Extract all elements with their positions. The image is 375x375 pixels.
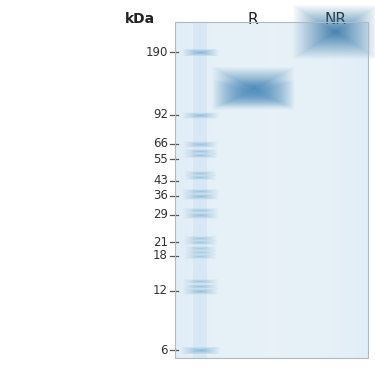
Text: 55: 55 — [153, 153, 168, 166]
Bar — [175, 22, 368, 358]
Text: 190: 190 — [146, 46, 168, 59]
Text: 12: 12 — [153, 284, 168, 297]
Text: 29: 29 — [153, 208, 168, 221]
Text: 6: 6 — [160, 344, 168, 357]
Text: kDa: kDa — [125, 12, 155, 26]
Text: NR: NR — [324, 12, 346, 27]
Text: 66: 66 — [153, 137, 168, 150]
Text: 92: 92 — [153, 108, 168, 122]
Text: 36: 36 — [153, 189, 168, 202]
Text: 21: 21 — [153, 236, 168, 249]
Text: 18: 18 — [153, 249, 168, 262]
Text: R: R — [248, 12, 258, 27]
Text: 43: 43 — [153, 174, 168, 187]
